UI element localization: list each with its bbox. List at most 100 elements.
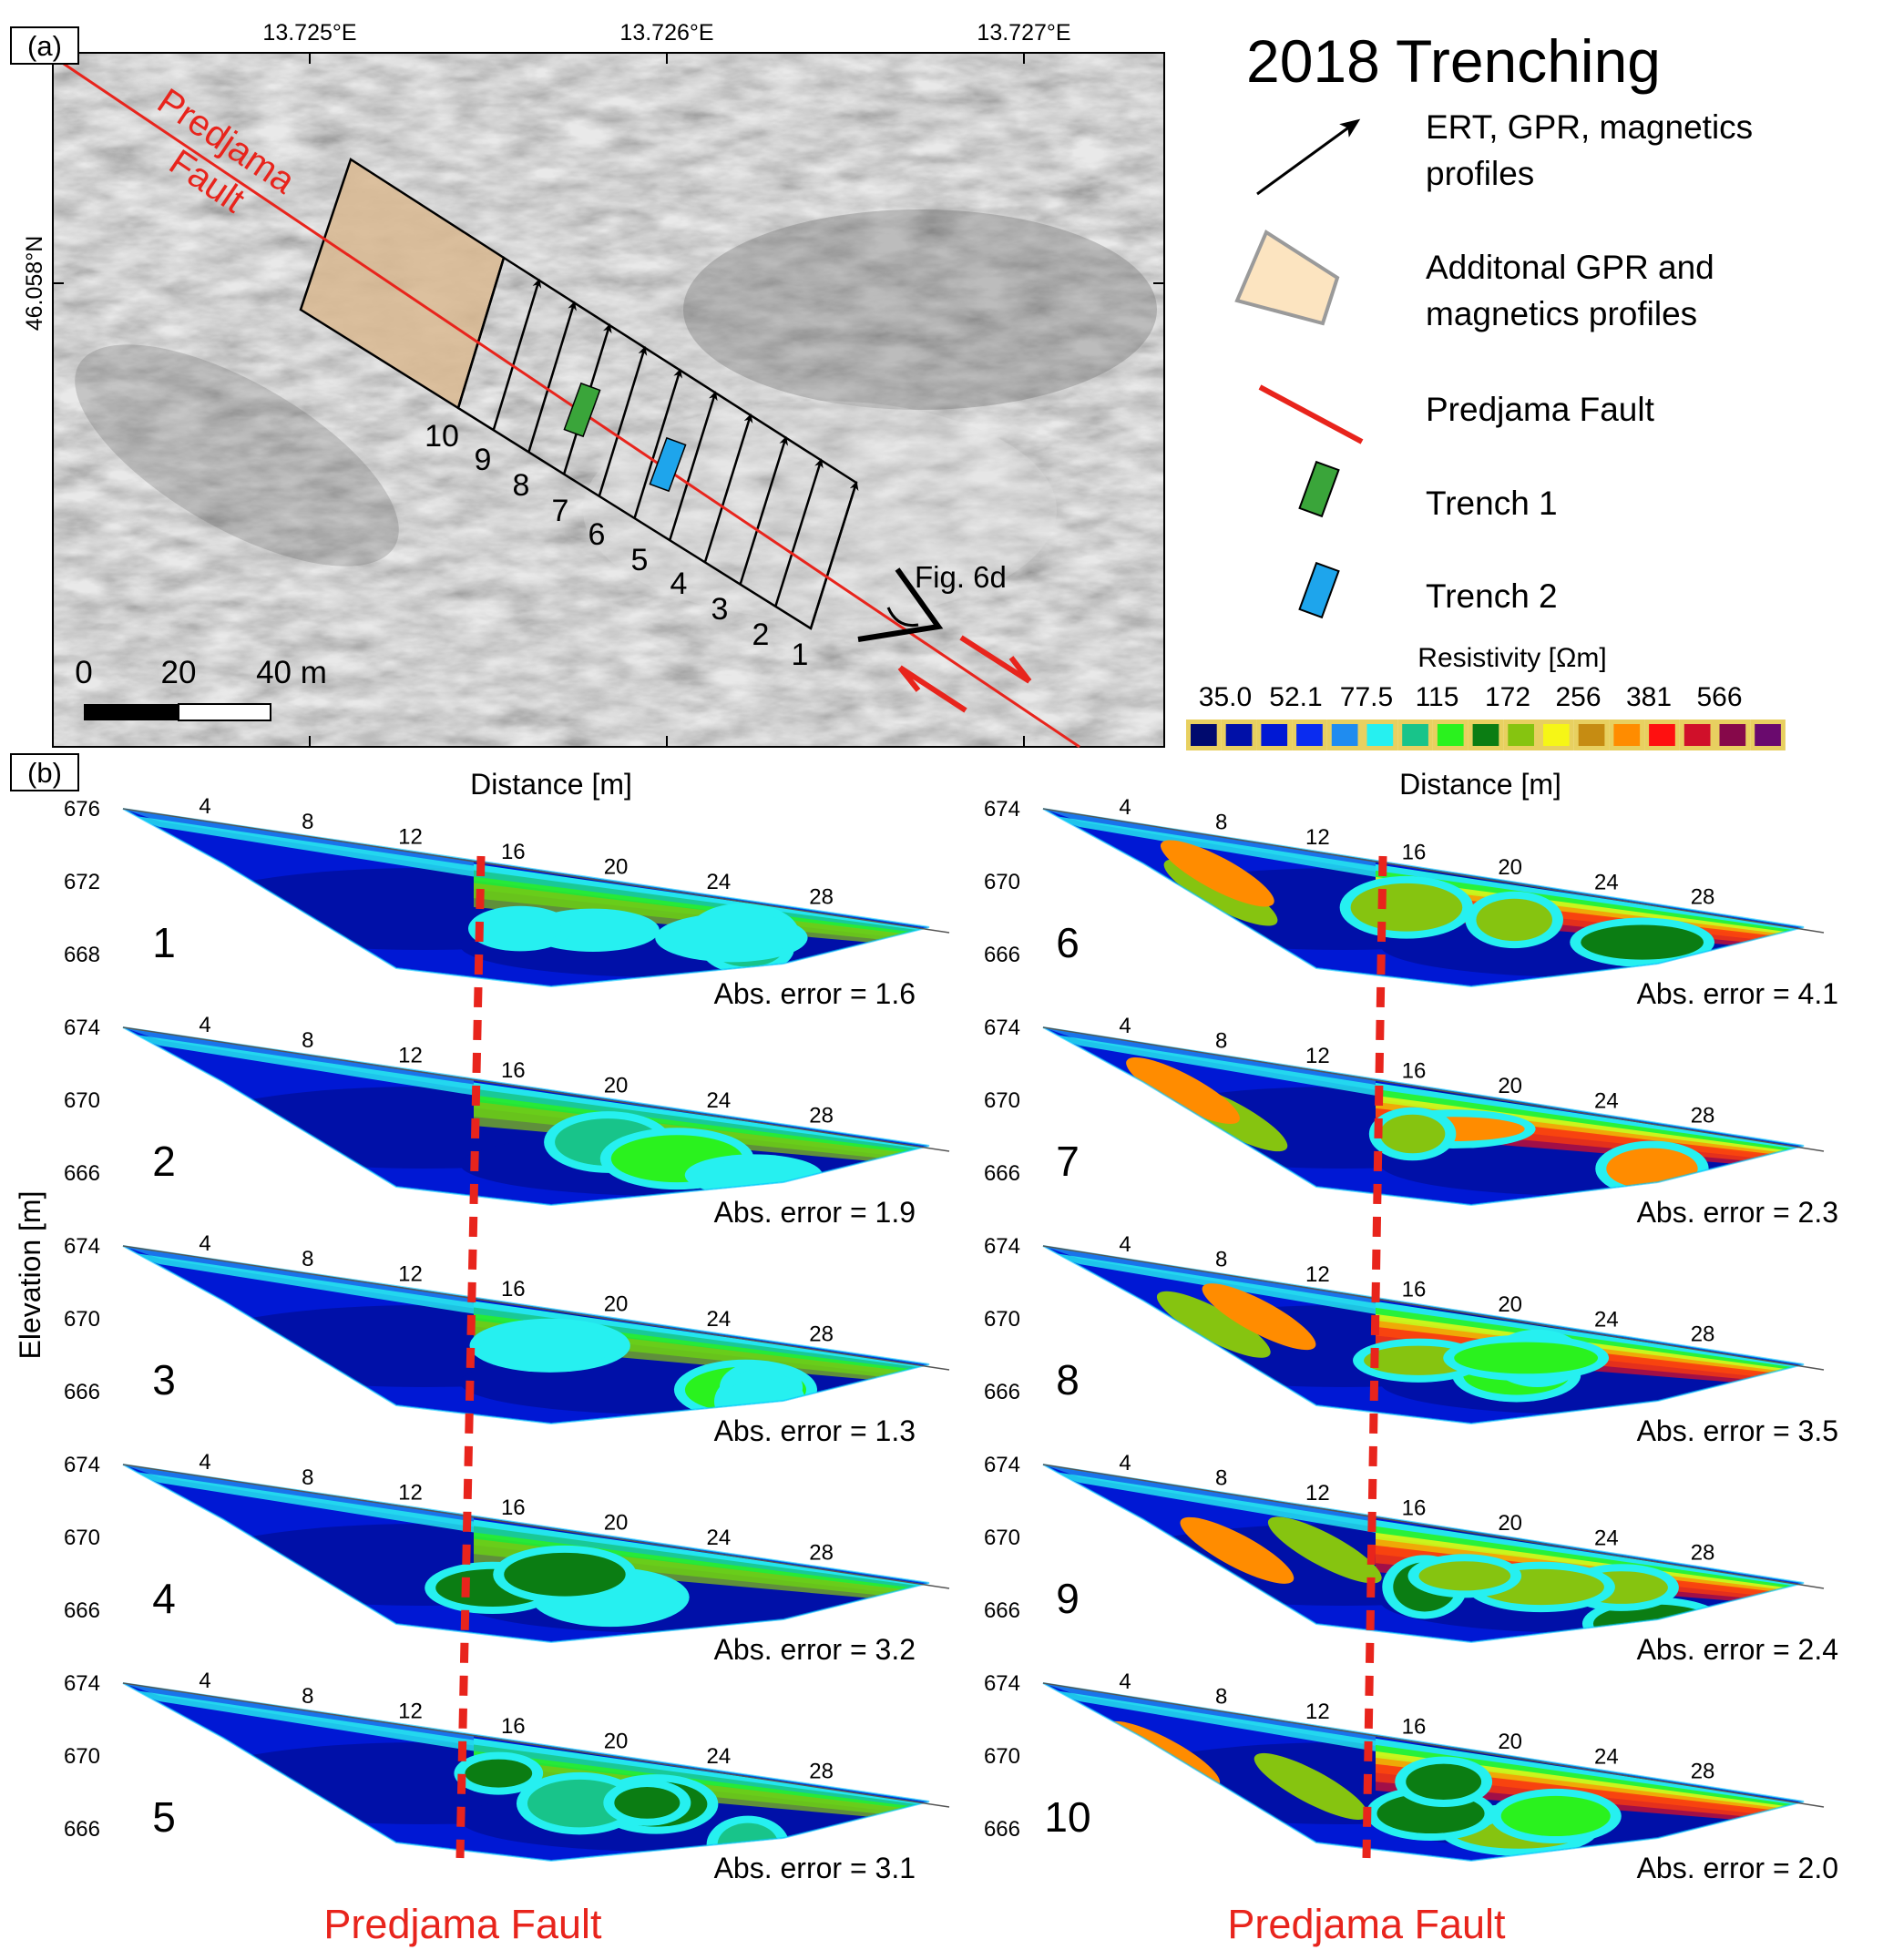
colorbar-swatch <box>1296 724 1323 746</box>
topography-line <box>122 808 950 934</box>
profile-arrows <box>492 278 859 629</box>
colorbar-swatch <box>1543 724 1570 746</box>
elevation-tick-label: 668 <box>64 943 100 967</box>
colorbar-swatch <box>1755 724 1781 746</box>
resistivity-section: 4 8 12 16 20 24 28 674 670 666 8 Abs. error = 3.5 <box>984 1232 1838 1447</box>
section-outline <box>122 1245 930 1425</box>
profile-arrow <box>809 481 859 629</box>
scalebar-label: 40 m <box>256 655 327 690</box>
colorbar-tick-label: 381 <box>1626 682 1672 712</box>
elevation-tick-label: 666 <box>64 1380 100 1404</box>
surface-layer <box>123 814 474 877</box>
anomaly <box>480 1325 619 1365</box>
panel-label-box <box>10 26 79 65</box>
fault-label-right: Predjama Fault <box>1227 1901 1506 1947</box>
resistivity-section: 4 8 12 16 20 24 28 674 670 666 4 Abs. error = 3.2 <box>64 1450 950 1666</box>
distance-tick-label: 24 <box>1594 1526 1619 1550</box>
distance-tick-label: 12 <box>1305 1044 1330 1068</box>
anomaly <box>1581 924 1704 960</box>
surface-layer <box>123 1470 474 1533</box>
topography-line <box>1042 1245 1825 1371</box>
profile-number: 3 <box>711 592 729 627</box>
distance-tick-label: 4 <box>199 794 210 819</box>
distance-tick-label: 24 <box>1594 1744 1619 1769</box>
colorbar-swatch <box>1437 724 1464 746</box>
anomaly <box>1126 1057 1240 1124</box>
anomaly <box>1350 883 1463 932</box>
distance-tick-label: 16 <box>1402 1058 1427 1083</box>
profile-arrow <box>492 278 542 431</box>
legend-label: magnetics profiles <box>1426 295 1697 332</box>
abs-error-label: Abs. error = 3.2 <box>714 1633 916 1666</box>
resistivity-section: 4 8 12 16 20 24 28 676 672 668 1 Abs. error = 1.6 <box>64 794 950 1010</box>
distance-tick-label: 8 <box>302 1684 313 1709</box>
distance-tick-label: 16 <box>501 1277 526 1302</box>
distance-tick-label: 20 <box>604 1729 629 1753</box>
colorbar-swatch <box>1402 724 1428 746</box>
distance-tick-label: 28 <box>809 1541 834 1566</box>
section-profile-number: 5 <box>152 1793 176 1841</box>
lat-tick-label: 46.058°N <box>22 236 47 332</box>
lon-tick-label: 13.726°E <box>619 20 713 46</box>
trench-2 <box>649 436 687 493</box>
distance-tick-label: 12 <box>1305 1481 1330 1506</box>
abs-error-label: Abs. error = 2.3 <box>1637 1196 1838 1229</box>
fault-line-icon <box>1258 384 1364 444</box>
section-profile-number: 7 <box>1056 1138 1080 1185</box>
legend-label: ERT, GPR, magnetics <box>1426 108 1753 146</box>
topography-line <box>122 1464 950 1589</box>
elevation-tick-label: 666 <box>984 1817 1020 1842</box>
elevation-tick-label: 670 <box>984 1526 1020 1550</box>
profile-arrow <box>669 391 718 541</box>
section-profile-number: 2 <box>152 1138 176 1185</box>
colorbar-swatch <box>1366 724 1394 746</box>
distance-tick-label: 8 <box>302 810 313 834</box>
section-outline <box>122 1464 930 1644</box>
legend-label: Additonal GPR and <box>1426 249 1714 286</box>
distance-tick-label: 8 <box>302 1028 313 1053</box>
distance-tick-label: 8 <box>1215 1247 1227 1271</box>
topography-line <box>1042 1026 1825 1152</box>
anomaly <box>1160 840 1274 907</box>
profile-arrow <box>633 368 682 519</box>
distance-tick-label: 16 <box>1402 1714 1427 1739</box>
distance-tick-label: 20 <box>1498 1292 1522 1317</box>
resistivity-section: 4 8 12 16 20 24 28 674 670 666 5 Abs. error = 3.1 <box>64 1669 950 1884</box>
anomaly <box>1418 1561 1511 1591</box>
elevation-tick-label: 666 <box>64 1598 100 1623</box>
profile-arrow <box>739 435 789 585</box>
colorbar-tick-label: 172 <box>1485 682 1530 712</box>
elevation-tick-label: 674 <box>984 1016 1020 1040</box>
scalebar <box>84 703 271 721</box>
section-outline <box>1042 1464 1805 1644</box>
resistivity-section: 4 8 12 16 20 24 28 674 670 666 9 Abs. error = 2.4 <box>984 1451 1838 1666</box>
colorbar-swatch <box>1613 724 1641 746</box>
abs-error-label: Abs. error = 2.4 <box>1637 1633 1838 1666</box>
colorbar-swatch <box>1683 724 1711 746</box>
distance-tick-label: 20 <box>604 1510 629 1535</box>
anomaly <box>1406 1763 1482 1801</box>
section-outline <box>1042 808 1805 988</box>
anomaly <box>1267 1516 1382 1584</box>
topography-line <box>122 1682 950 1808</box>
distance-tick-label: 4 <box>199 1231 210 1256</box>
colorbar-swatch <box>1191 724 1217 746</box>
colorbar-tick-label: 52.1 <box>1269 682 1322 712</box>
colorbar: Resistivity [Ωm] 35.0 52.1 77.5 115 172 256 38… <box>1186 643 1786 750</box>
legend-label: Trench 1 <box>1426 485 1558 522</box>
panel-label-b: (b) <box>27 757 62 789</box>
distance-tick-label: 8 <box>302 1247 313 1271</box>
map-ticks <box>53 53 1164 747</box>
colorbar-tick-label: 77.5 <box>1340 682 1393 712</box>
colorbar-swatch <box>1578 724 1605 746</box>
elevation-tick-label: 666 <box>64 1817 100 1842</box>
x-axis-label-left: Distance [m] <box>470 768 632 801</box>
colorbar-swatches <box>1186 720 1786 750</box>
distance-tick-label: 20 <box>1498 1074 1522 1098</box>
map-frame <box>52 52 1165 748</box>
elevation-tick-label: 670 <box>984 1744 1020 1769</box>
panel-label-box <box>10 753 79 791</box>
abs-error-label: Abs. error = 3.5 <box>1637 1414 1838 1447</box>
legend: 2018 Trenching ERT, GPR, magnetics profi… <box>1234 27 1753 619</box>
